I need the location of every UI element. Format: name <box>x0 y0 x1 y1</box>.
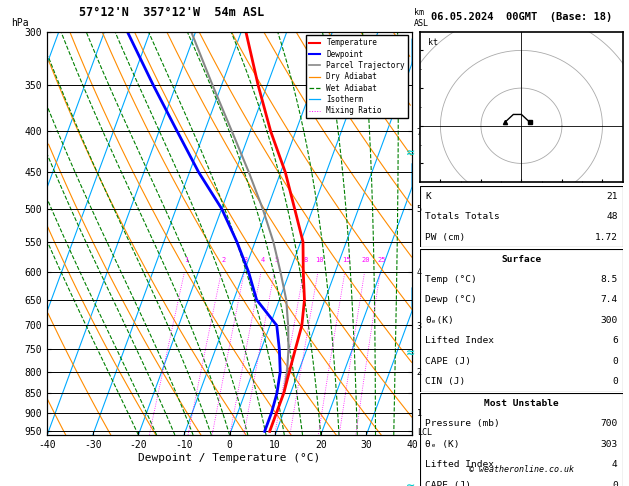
Text: Temp (°C): Temp (°C) <box>425 275 477 284</box>
X-axis label: Dewpoint / Temperature (°C): Dewpoint / Temperature (°C) <box>138 452 321 463</box>
Text: CAPE (J): CAPE (J) <box>425 357 471 365</box>
Text: ≈: ≈ <box>406 348 415 358</box>
Text: 8.5: 8.5 <box>601 275 618 284</box>
Text: 0: 0 <box>612 377 618 386</box>
Text: K: K <box>425 192 431 201</box>
Text: 10: 10 <box>315 257 324 263</box>
Text: θₑ (K): θₑ (K) <box>425 440 460 449</box>
Text: 0: 0 <box>612 481 618 486</box>
Text: 4: 4 <box>612 460 618 469</box>
Text: 6: 6 <box>612 336 618 345</box>
Text: Lifted Index: Lifted Index <box>425 460 494 469</box>
Text: 2: 2 <box>221 257 225 263</box>
Text: kt: kt <box>428 37 438 47</box>
Text: 5: 5 <box>274 257 278 263</box>
Text: 21: 21 <box>606 192 618 201</box>
Text: 0: 0 <box>612 357 618 365</box>
Text: ≈: ≈ <box>406 482 415 486</box>
Legend: Temperature, Dewpoint, Parcel Trajectory, Dry Adiabat, Wet Adiabat, Isotherm, Mi: Temperature, Dewpoint, Parcel Trajectory… <box>306 35 408 118</box>
Text: θₑ(K): θₑ(K) <box>425 316 454 325</box>
Text: 1.72: 1.72 <box>594 233 618 242</box>
Text: 25: 25 <box>377 257 386 263</box>
Text: km
ASL: km ASL <box>414 8 429 28</box>
Text: 303: 303 <box>601 440 618 449</box>
Text: Totals Totals: Totals Totals <box>425 212 500 221</box>
Text: Most Unstable: Most Unstable <box>484 399 559 408</box>
Text: 8: 8 <box>303 257 308 263</box>
Text: 1: 1 <box>184 257 189 263</box>
Text: 48: 48 <box>606 212 618 221</box>
Text: CIN (J): CIN (J) <box>425 377 465 386</box>
Text: 15: 15 <box>342 257 350 263</box>
Text: 3: 3 <box>244 257 248 263</box>
Text: Lifted Index: Lifted Index <box>425 336 494 345</box>
Text: © weatheronline.co.uk: © weatheronline.co.uk <box>469 465 574 474</box>
Text: PW (cm): PW (cm) <box>425 233 465 242</box>
Text: 700: 700 <box>601 419 618 428</box>
Text: ≈: ≈ <box>406 148 415 158</box>
Text: CAPE (J): CAPE (J) <box>425 481 471 486</box>
Text: Surface: Surface <box>501 255 542 263</box>
Text: 7.4: 7.4 <box>601 295 618 304</box>
Text: 4: 4 <box>260 257 265 263</box>
Text: 300: 300 <box>601 316 618 325</box>
Text: 57°12'N  357°12'W  54m ASL: 57°12'N 357°12'W 54m ASL <box>79 6 264 19</box>
Text: 06.05.2024  00GMT  (Base: 18): 06.05.2024 00GMT (Base: 18) <box>431 12 612 22</box>
Text: Dewp (°C): Dewp (°C) <box>425 295 477 304</box>
Text: 20: 20 <box>362 257 370 263</box>
Text: Pressure (mb): Pressure (mb) <box>425 419 500 428</box>
Text: hPa: hPa <box>11 17 28 28</box>
